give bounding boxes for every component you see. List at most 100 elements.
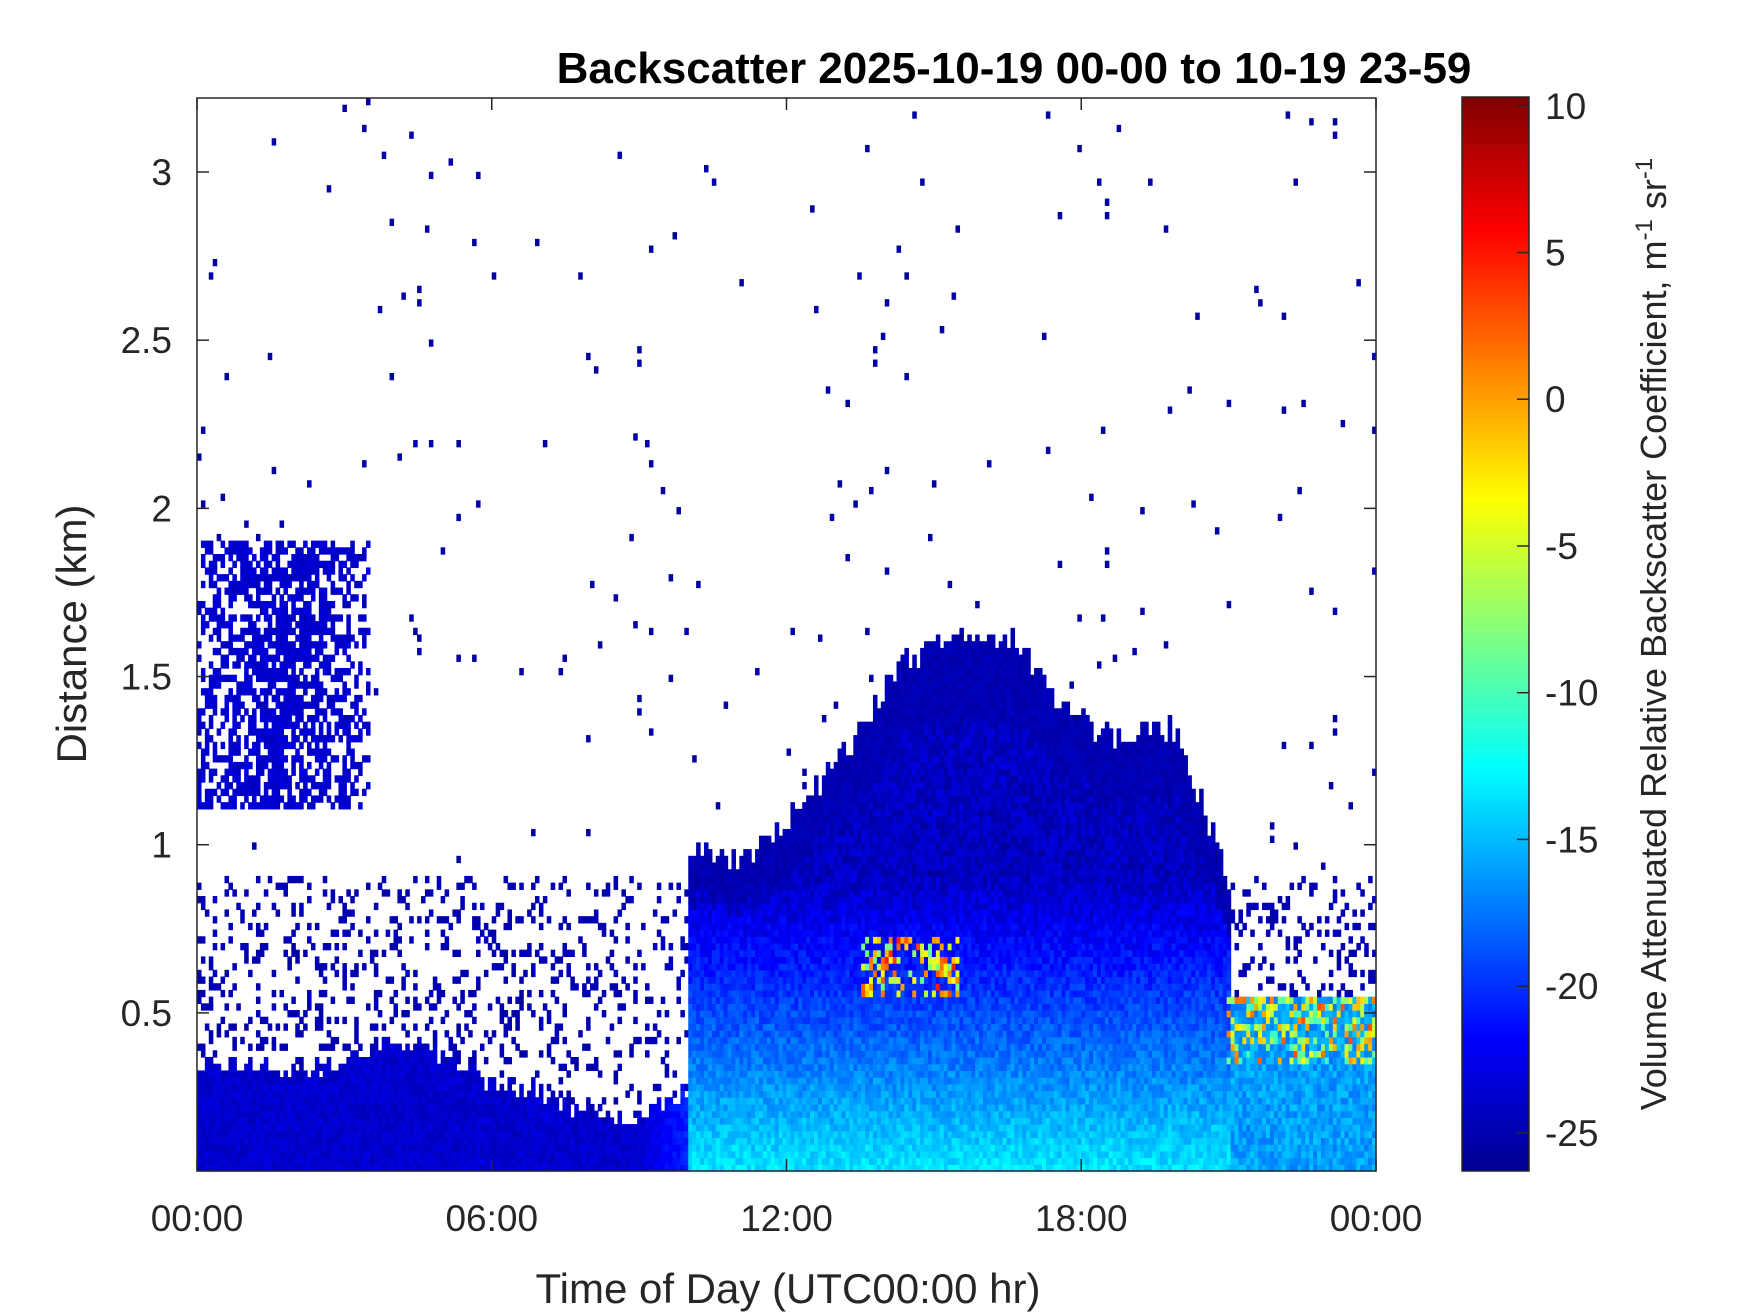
heatmap-cell [656, 1110, 662, 1118]
heatmap-cell [232, 634, 237, 642]
heatmap-cell [244, 735, 249, 743]
heatmap-cell [531, 1110, 536, 1118]
heatmap-cell [774, 949, 780, 957]
heatmap-cell [794, 1077, 799, 1085]
heatmap-cell [220, 614, 226, 622]
heatmap-cell [197, 607, 202, 615]
heatmap-cell [381, 1130, 387, 1139]
heatmap-cell [310, 1083, 316, 1092]
heatmap-cell [224, 674, 230, 683]
heatmap-cell [774, 1124, 780, 1132]
heatmap-cell [731, 989, 737, 998]
heatmap-cell [703, 1144, 709, 1152]
heatmap-cell [279, 795, 285, 803]
heatmap-cell [766, 989, 772, 998]
heatmap-cell [495, 909, 501, 917]
heatmap-cell [770, 1016, 776, 1025]
heatmap-cell [232, 1150, 237, 1159]
heatmap-cell [688, 1130, 693, 1139]
heatmap-cell [212, 580, 218, 589]
heatmap-cell [617, 1063, 623, 1072]
heatmap-cell [330, 554, 336, 562]
heatmap-cell [770, 1124, 776, 1132]
heatmap-cell [263, 634, 269, 642]
heatmap-cell [444, 1124, 450, 1132]
heatmap-cell [397, 1070, 402, 1078]
heatmap-cell [696, 849, 701, 857]
heatmap-cell [503, 1097, 509, 1105]
heatmap-cell [346, 795, 351, 803]
heatmap-cell [232, 728, 237, 736]
heatmap-cell [389, 942, 395, 951]
heatmap-cell [432, 1110, 438, 1118]
heatmap-cell [318, 1164, 324, 1172]
heatmap-cell [224, 1150, 230, 1159]
heatmap-cell [228, 802, 233, 810]
heatmap-cell [279, 782, 285, 790]
heatmap-cell [354, 1030, 359, 1038]
heatmap-cell [330, 1157, 336, 1165]
heatmap-cell [224, 1083, 230, 1092]
heatmap-cell [762, 1070, 768, 1078]
heatmap-cell [503, 922, 509, 931]
heatmap-cell [228, 621, 233, 629]
heatmap-cell [755, 963, 760, 971]
heatmap-cell [303, 681, 308, 689]
heatmap-cell [786, 976, 792, 984]
heatmap-cell [307, 1157, 312, 1165]
heatmap-cell [692, 929, 697, 937]
heatmap-cell [389, 1103, 395, 1112]
heatmap-cell [578, 1117, 583, 1125]
heatmap-cell [456, 855, 461, 864]
heatmap-cell [593, 1056, 599, 1065]
heatmap-cell [782, 1124, 788, 1132]
heatmap-cell [212, 929, 218, 937]
heatmap-cell [586, 1124, 591, 1132]
heatmap-cell [798, 1003, 803, 1011]
heatmap-cell [468, 1010, 473, 1018]
heatmap-cell [519, 1150, 524, 1159]
heatmap-cell [377, 1110, 383, 1118]
heatmap-cell [259, 735, 265, 743]
heatmap-cell [303, 1144, 308, 1152]
heatmap-cell [259, 708, 265, 716]
heatmap-cell [362, 755, 367, 763]
heatmap-cell [707, 983, 713, 991]
heatmap-cell [291, 567, 296, 575]
heatmap-cell [318, 614, 324, 622]
heatmap-cell [401, 976, 406, 984]
heatmap-cell [554, 956, 560, 964]
heatmap-cell [216, 634, 222, 642]
heatmap-cell [790, 1036, 795, 1045]
heatmap-cell [625, 922, 630, 931]
heatmap-cell [393, 1150, 399, 1159]
heatmap-cell [688, 889, 693, 897]
heatmap-cell [248, 721, 253, 729]
heatmap-cell [531, 1117, 536, 1125]
heatmap-cell [342, 714, 347, 723]
heatmap-cell [318, 587, 324, 595]
heatmap-cell [684, 1103, 689, 1112]
heatmap-cell [696, 1150, 701, 1159]
heatmap-cell [558, 1157, 564, 1165]
heatmap-cell [271, 782, 277, 790]
heatmap-cell [318, 641, 324, 649]
heatmap-cell [236, 1150, 241, 1159]
heatmap-cell [743, 1090, 748, 1098]
heatmap-cell [778, 949, 784, 957]
heatmap-cell [224, 621, 230, 629]
heatmap-cell [468, 1097, 473, 1105]
heatmap-cell [259, 1117, 265, 1125]
heatmap-cell [365, 688, 371, 696]
heatmap-cell [271, 574, 277, 582]
heatmap-cell [597, 641, 603, 649]
heatmap-cell [240, 587, 245, 595]
heatmap-cell [487, 1150, 493, 1159]
heatmap-cell [468, 1083, 473, 1092]
heatmap-cell [334, 1103, 340, 1112]
heatmap-cell [503, 949, 509, 957]
heatmap-cell [641, 1137, 646, 1145]
heatmap-cell [723, 875, 729, 884]
heatmap-cell [220, 1144, 226, 1152]
heatmap-cell [798, 855, 803, 864]
